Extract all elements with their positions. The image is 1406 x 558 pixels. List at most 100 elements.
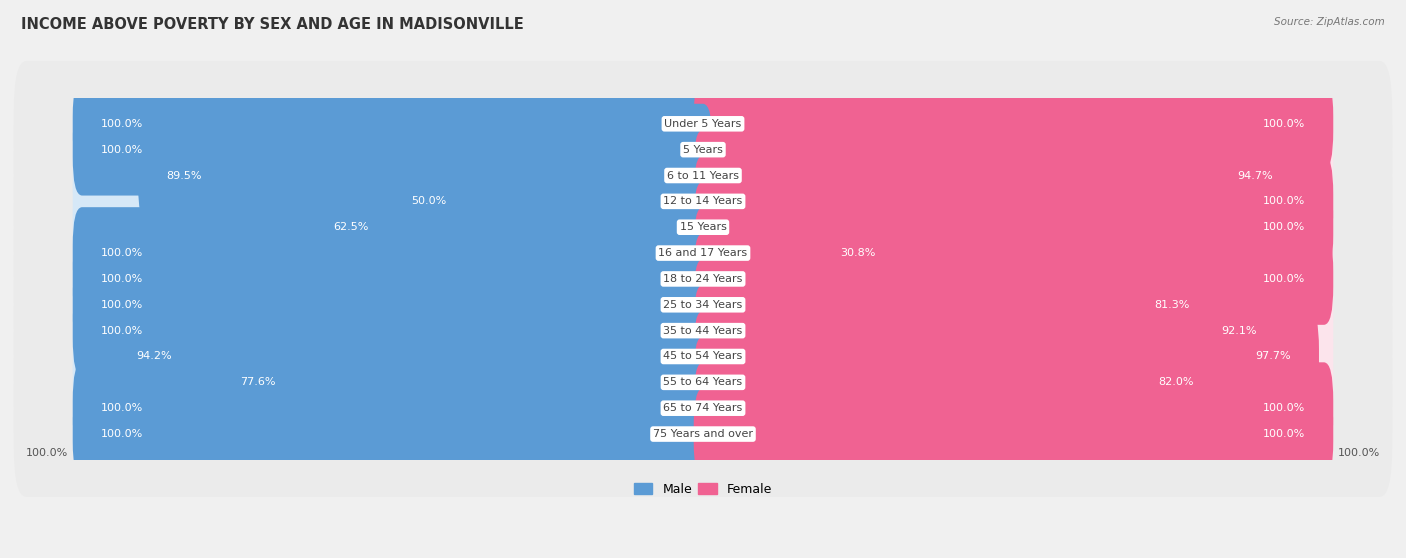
FancyBboxPatch shape (693, 259, 1333, 350)
Text: 81.3%: 81.3% (1154, 300, 1189, 310)
Text: 100.0%: 100.0% (1337, 449, 1379, 459)
Text: 100.0%: 100.0% (1263, 222, 1305, 232)
FancyBboxPatch shape (693, 78, 1333, 170)
FancyBboxPatch shape (14, 113, 1392, 238)
FancyBboxPatch shape (14, 294, 1392, 419)
FancyBboxPatch shape (138, 129, 713, 222)
FancyBboxPatch shape (14, 61, 1392, 186)
FancyBboxPatch shape (73, 78, 713, 170)
FancyBboxPatch shape (73, 129, 713, 222)
Text: 100.0%: 100.0% (101, 326, 143, 336)
Text: 94.2%: 94.2% (136, 352, 173, 362)
FancyBboxPatch shape (73, 104, 713, 195)
FancyBboxPatch shape (14, 190, 1392, 316)
Text: 15 Years: 15 Years (679, 222, 727, 232)
FancyBboxPatch shape (108, 311, 713, 402)
FancyBboxPatch shape (693, 207, 1333, 299)
Text: 62.5%: 62.5% (333, 222, 368, 232)
Text: 97.7%: 97.7% (1256, 352, 1291, 362)
FancyBboxPatch shape (73, 233, 713, 325)
FancyBboxPatch shape (14, 216, 1392, 341)
Text: 100.0%: 100.0% (1263, 196, 1305, 206)
FancyBboxPatch shape (693, 336, 1222, 428)
Text: 25 to 34 Years: 25 to 34 Years (664, 300, 742, 310)
Text: 92.1%: 92.1% (1220, 326, 1257, 336)
Text: 50.0%: 50.0% (411, 196, 446, 206)
Text: 82.0%: 82.0% (1159, 377, 1194, 387)
Text: 77.6%: 77.6% (240, 377, 276, 387)
FancyBboxPatch shape (14, 371, 1392, 497)
Text: INCOME ABOVE POVERTY BY SEX AND AGE IN MADISONVILLE: INCOME ABOVE POVERTY BY SEX AND AGE IN M… (21, 17, 524, 32)
Text: 55 to 64 Years: 55 to 64 Years (664, 377, 742, 387)
Text: 89.5%: 89.5% (166, 171, 201, 180)
FancyBboxPatch shape (693, 129, 1333, 222)
FancyBboxPatch shape (73, 181, 713, 273)
Text: 100.0%: 100.0% (27, 449, 69, 459)
FancyBboxPatch shape (693, 388, 1333, 480)
FancyBboxPatch shape (693, 285, 1333, 377)
FancyBboxPatch shape (73, 388, 713, 480)
Text: 100.0%: 100.0% (101, 429, 143, 439)
FancyBboxPatch shape (14, 320, 1392, 445)
Text: 12 to 14 Years: 12 to 14 Years (664, 196, 742, 206)
FancyBboxPatch shape (693, 207, 904, 299)
FancyBboxPatch shape (73, 285, 713, 377)
FancyBboxPatch shape (693, 233, 1333, 325)
FancyBboxPatch shape (693, 156, 1333, 247)
FancyBboxPatch shape (73, 207, 713, 299)
FancyBboxPatch shape (73, 259, 713, 350)
FancyBboxPatch shape (73, 285, 713, 377)
FancyBboxPatch shape (693, 362, 1333, 454)
FancyBboxPatch shape (73, 207, 713, 299)
Text: 100.0%: 100.0% (101, 248, 143, 258)
Text: 30.8%: 30.8% (841, 248, 876, 258)
FancyBboxPatch shape (693, 78, 1333, 170)
FancyBboxPatch shape (14, 165, 1392, 290)
FancyBboxPatch shape (693, 233, 1333, 325)
FancyBboxPatch shape (693, 311, 1319, 402)
Text: 100.0%: 100.0% (101, 145, 143, 155)
Text: Under 5 Years: Under 5 Years (665, 119, 741, 129)
Legend: Male, Female: Male, Female (628, 478, 778, 501)
Text: 100.0%: 100.0% (101, 274, 143, 284)
FancyBboxPatch shape (693, 388, 1333, 480)
Text: 94.7%: 94.7% (1237, 171, 1272, 180)
Text: 100.0%: 100.0% (1263, 403, 1305, 413)
FancyBboxPatch shape (693, 129, 1301, 222)
FancyBboxPatch shape (73, 311, 713, 402)
Text: 18 to 24 Years: 18 to 24 Years (664, 274, 742, 284)
FancyBboxPatch shape (73, 233, 713, 325)
FancyBboxPatch shape (305, 181, 713, 273)
Text: 100.0%: 100.0% (1263, 429, 1305, 439)
FancyBboxPatch shape (73, 104, 713, 195)
FancyBboxPatch shape (73, 362, 713, 454)
FancyBboxPatch shape (693, 181, 1333, 273)
FancyBboxPatch shape (693, 285, 1284, 377)
FancyBboxPatch shape (693, 259, 1218, 350)
Text: 100.0%: 100.0% (1263, 119, 1305, 129)
FancyBboxPatch shape (73, 156, 713, 247)
FancyBboxPatch shape (14, 138, 1392, 264)
FancyBboxPatch shape (73, 78, 713, 170)
Text: 65 to 74 Years: 65 to 74 Years (664, 403, 742, 413)
Text: 6 to 11 Years: 6 to 11 Years (666, 171, 740, 180)
FancyBboxPatch shape (73, 336, 713, 428)
Text: 100.0%: 100.0% (1263, 274, 1305, 284)
FancyBboxPatch shape (384, 156, 713, 247)
FancyBboxPatch shape (73, 388, 713, 480)
Text: 75 Years and over: 75 Years and over (652, 429, 754, 439)
Text: 45 to 54 Years: 45 to 54 Years (664, 352, 742, 362)
Text: 16 and 17 Years: 16 and 17 Years (658, 248, 748, 258)
FancyBboxPatch shape (212, 336, 713, 428)
Text: 5 Years: 5 Years (683, 145, 723, 155)
Text: 35 to 44 Years: 35 to 44 Years (664, 326, 742, 336)
FancyBboxPatch shape (73, 362, 713, 454)
FancyBboxPatch shape (693, 181, 1333, 273)
Text: 100.0%: 100.0% (101, 300, 143, 310)
FancyBboxPatch shape (693, 311, 1333, 402)
FancyBboxPatch shape (693, 336, 1333, 428)
FancyBboxPatch shape (14, 345, 1392, 471)
FancyBboxPatch shape (693, 362, 1333, 454)
Text: 100.0%: 100.0% (101, 119, 143, 129)
FancyBboxPatch shape (14, 268, 1392, 393)
